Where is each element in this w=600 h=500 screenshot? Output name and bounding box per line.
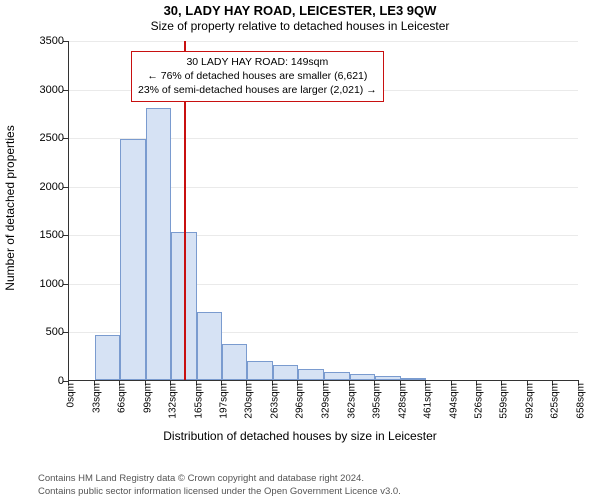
histogram-bar <box>350 374 376 380</box>
page-title: 30, LADY HAY ROAD, LEICESTER, LE3 9QW <box>0 0 600 18</box>
x-tick-label: 0sqm <box>66 383 77 407</box>
info-line-3: 23% of semi-detached houses are larger (… <box>138 83 377 97</box>
gridline <box>69 41 578 42</box>
histogram-bar <box>197 312 222 380</box>
histogram-bar <box>146 108 172 380</box>
x-tick-label: 395sqm <box>372 383 383 419</box>
histogram-bar <box>298 369 324 380</box>
histogram-bar <box>222 344 248 380</box>
footer-line-2: Contains public sector information licen… <box>38 486 600 498</box>
histogram-bar <box>401 378 427 380</box>
x-tick-label: 132sqm <box>168 383 179 419</box>
x-tick-label: 592sqm <box>524 383 535 419</box>
x-tick-label: 658sqm <box>576 383 587 419</box>
x-tick-label: 526sqm <box>473 383 484 419</box>
x-tick-label: 494sqm <box>448 383 459 419</box>
x-tick-label: 263sqm <box>269 383 280 419</box>
x-tick-label: 362sqm <box>346 383 357 419</box>
x-tick-label: 66sqm <box>117 383 128 413</box>
x-tick-label: 461sqm <box>423 383 434 419</box>
x-axis-title: Distribution of detached houses by size … <box>0 429 600 443</box>
histogram-bar <box>375 376 401 380</box>
x-tick-label: 165sqm <box>193 383 204 419</box>
histogram-bar <box>247 361 273 380</box>
y-tick-label: 1000 <box>4 278 64 290</box>
plot-area: 30 LADY HAY ROAD: 149sqm ← 76% of detach… <box>68 41 578 381</box>
x-tick-label: 296sqm <box>295 383 306 419</box>
x-tick-label: 99sqm <box>142 383 153 413</box>
y-tick-label: 2500 <box>4 132 64 144</box>
y-tick-label: 3000 <box>4 84 64 96</box>
footer-line-1: Contains HM Land Registry data © Crown c… <box>38 473 600 485</box>
histogram-bar <box>120 139 146 380</box>
x-tick-label: 230sqm <box>244 383 255 419</box>
histogram-bar <box>324 372 350 380</box>
x-tick-label: 428sqm <box>397 383 408 419</box>
y-tick-label: 1500 <box>4 229 64 241</box>
histogram-chart: Number of detached properties 30 LADY HA… <box>0 33 600 443</box>
x-tick-label: 329sqm <box>321 383 332 419</box>
x-tick-label: 625sqm <box>550 383 561 419</box>
page-subtitle: Size of property relative to detached ho… <box>0 18 600 33</box>
x-tick-label: 197sqm <box>218 383 229 419</box>
info-line-2: ← 76% of detached houses are smaller (6,… <box>138 69 377 83</box>
histogram-bar <box>273 365 299 380</box>
info-line-1: 30 LADY HAY ROAD: 149sqm <box>138 55 377 69</box>
y-tick-label: 2000 <box>4 181 64 193</box>
x-tick-label: 33sqm <box>91 383 102 413</box>
x-tick-label: 559sqm <box>499 383 510 419</box>
y-tick-label: 0 <box>4 375 64 387</box>
histogram-bar <box>95 335 121 380</box>
info-box: 30 LADY HAY ROAD: 149sqm ← 76% of detach… <box>131 51 384 102</box>
license-footer: Contains HM Land Registry data © Crown c… <box>0 473 600 498</box>
y-axis-title: Number of detached properties <box>3 125 17 290</box>
y-tick-label: 500 <box>4 326 64 338</box>
y-tick-label: 3500 <box>4 35 64 47</box>
